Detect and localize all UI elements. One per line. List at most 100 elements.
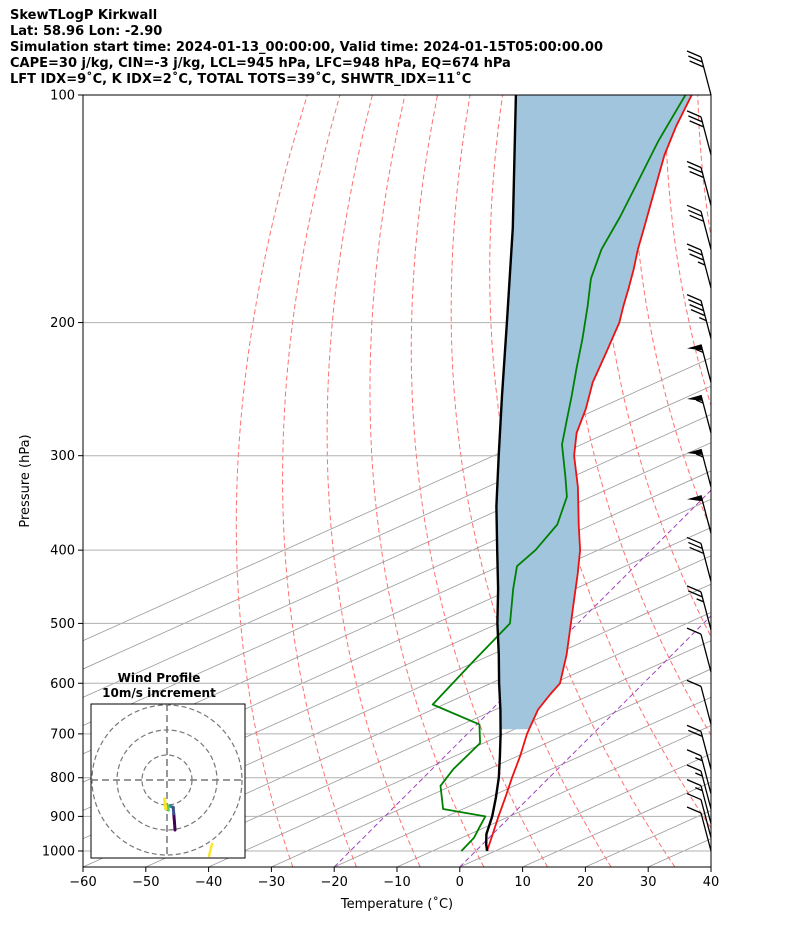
mixing-ratio-line bbox=[648, 838, 711, 867]
barb-full bbox=[688, 729, 703, 738]
barb-half bbox=[697, 261, 706, 266]
barb-shaft bbox=[700, 799, 712, 838]
hodograph-area bbox=[91, 704, 245, 858]
wind-barb bbox=[686, 160, 712, 206]
barb-shaft bbox=[700, 785, 712, 824]
barb-full bbox=[686, 749, 702, 757]
mixing-ratio-line bbox=[145, 611, 711, 867]
dry-adiabat bbox=[697, 95, 711, 240]
barb-flag bbox=[687, 344, 703, 351]
y-tick-label: 200 bbox=[50, 316, 75, 331]
chart-header: SkewTLogP Kirkwall Lat: 58.96 Lon: -2.90… bbox=[10, 8, 790, 88]
x-tick-label: 40 bbox=[703, 875, 720, 890]
barb-shaft bbox=[700, 633, 712, 673]
dry-adiabat bbox=[326, 95, 421, 867]
mixing-ratio-line bbox=[710, 866, 711, 867]
wind-barb bbox=[687, 344, 712, 383]
x-tick-label: 0 bbox=[456, 875, 464, 890]
x-tick-label: −10 bbox=[383, 875, 410, 890]
x-tick-label: −60 bbox=[69, 875, 96, 890]
barb-full bbox=[686, 627, 702, 635]
barb-full bbox=[688, 55, 703, 63]
hodograph-segment bbox=[207, 842, 214, 858]
barb-full bbox=[688, 590, 703, 598]
barb-full bbox=[686, 204, 702, 212]
barb-full bbox=[686, 110, 702, 118]
y-tick-label: 900 bbox=[50, 810, 75, 825]
wind-barb bbox=[686, 50, 712, 96]
barb-full bbox=[689, 546, 704, 555]
barb-full bbox=[686, 160, 702, 169]
location-line: Lat: 58.96 Lon: -2.90 bbox=[10, 24, 163, 39]
barb-shaft bbox=[700, 344, 712, 383]
hodograph-title: Wind Profile bbox=[118, 671, 201, 685]
barb-full bbox=[686, 293, 702, 302]
barb-full bbox=[688, 541, 703, 550]
barb-half bbox=[695, 757, 703, 762]
barb-full bbox=[686, 764, 702, 772]
hodograph-segment bbox=[163, 797, 168, 811]
barb-half bbox=[696, 598, 704, 603]
barb-shaft bbox=[700, 448, 712, 488]
barb-full bbox=[686, 806, 702, 814]
barb-shaft bbox=[700, 249, 712, 289]
mixing-ratio-line bbox=[208, 640, 711, 867]
barb-shaft bbox=[700, 686, 712, 725]
wind-barb bbox=[686, 724, 712, 770]
cape-area bbox=[496, 95, 692, 730]
barb-full bbox=[686, 585, 702, 593]
barb-half bbox=[695, 453, 704, 458]
barb-full bbox=[686, 536, 702, 545]
wind-barb bbox=[686, 110, 712, 156]
dry-adiabat bbox=[597, 95, 711, 638]
mixing-ratio-line bbox=[396, 725, 711, 867]
barb-flag bbox=[687, 448, 703, 455]
dewpoint-line bbox=[431, 95, 687, 852]
barb-shaft bbox=[700, 812, 712, 852]
barb-full bbox=[688, 298, 703, 307]
y-axis-label: Pressure (hPa) bbox=[18, 434, 33, 527]
plot-area bbox=[83, 95, 711, 867]
wind-barb bbox=[686, 585, 712, 631]
wind-barb bbox=[686, 243, 712, 289]
barb-full bbox=[689, 214, 704, 222]
mixing-ratio-line bbox=[83, 442, 711, 727]
mixing-ratio-line bbox=[83, 555, 711, 840]
params-line: CAPE=30 j/kg, CIN=-3 j/kg, LCL=945 hPa, … bbox=[10, 56, 511, 71]
y-tick-label: 600 bbox=[50, 677, 75, 692]
barb-flag bbox=[687, 395, 703, 402]
barb-full bbox=[689, 60, 704, 68]
y-tick-label: 800 bbox=[50, 771, 75, 786]
dry-adiabat bbox=[369, 95, 485, 867]
x-tick-label: −20 bbox=[320, 875, 347, 890]
barb-half bbox=[695, 787, 703, 792]
barb-flag bbox=[687, 495, 703, 502]
dry-adiabat bbox=[282, 95, 357, 867]
mixing-ratio-line bbox=[83, 357, 711, 642]
wind-barb bbox=[686, 749, 712, 794]
barb-shaft bbox=[700, 755, 712, 794]
y-tick-label: 1000 bbox=[42, 844, 75, 859]
barb-shaft bbox=[700, 591, 712, 631]
wind-barb bbox=[687, 394, 712, 434]
wind-barb bbox=[686, 792, 712, 838]
parcel-line bbox=[485, 95, 518, 852]
temperature-line bbox=[486, 95, 693, 852]
y-tick-label: 100 bbox=[50, 89, 75, 104]
barb-full bbox=[689, 170, 704, 179]
barb-full bbox=[688, 209, 703, 217]
wind-barb bbox=[686, 779, 712, 824]
barb-full bbox=[688, 165, 703, 174]
barb-full bbox=[689, 120, 704, 128]
x-tick-label: −30 bbox=[258, 875, 285, 890]
barb-shaft bbox=[700, 167, 712, 206]
wind-barb bbox=[687, 448, 712, 488]
barb-full bbox=[688, 115, 703, 123]
dry-adiabat bbox=[664, 95, 711, 408]
barb-full bbox=[689, 253, 704, 261]
y-tick-label: 500 bbox=[50, 617, 75, 632]
indices-line: LFT IDX=9˚C, K IDX=2˚C, TOTAL TOTS=39˚C,… bbox=[10, 72, 472, 87]
x-tick-label: −40 bbox=[195, 875, 222, 890]
y-tick-label: 400 bbox=[50, 544, 75, 559]
